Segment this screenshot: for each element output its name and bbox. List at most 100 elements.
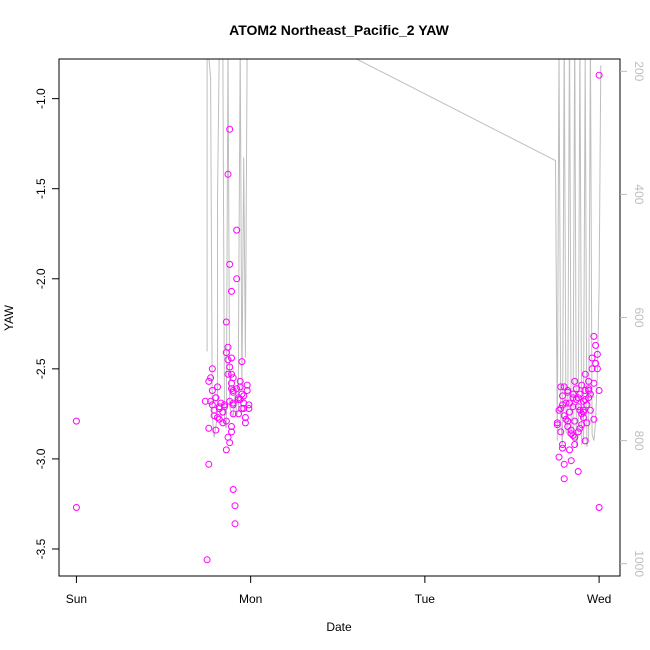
- data-point: [579, 397, 587, 405]
- data-point: [571, 417, 579, 425]
- chart-title: ATOM2 Northeast_Pacific_2 YAW: [229, 22, 449, 38]
- data-point: [72, 417, 80, 425]
- data-point: [581, 387, 589, 394]
- data-point: [226, 397, 234, 405]
- data-point: [595, 504, 603, 511]
- data-point: [241, 419, 249, 427]
- data-point: [228, 287, 235, 295]
- data-point: [588, 365, 596, 373]
- right-y-tick-label: 600: [632, 307, 646, 327]
- data-point: [553, 421, 561, 429]
- data-point: [208, 365, 216, 373]
- data-point: [228, 354, 235, 362]
- data-point: [592, 341, 600, 349]
- data-point: [226, 260, 234, 268]
- data-point: [207, 374, 215, 382]
- data-point: [228, 370, 235, 378]
- data-point: [581, 437, 589, 445]
- data-point: [559, 392, 566, 400]
- data-point: [579, 408, 587, 416]
- right-y-tick-label: 1000: [632, 550, 646, 577]
- y-axis-label: YAW: [2, 304, 16, 331]
- data-point: [212, 426, 220, 434]
- data-point: [228, 423, 235, 430]
- data-point: [243, 387, 251, 394]
- data-point: [590, 379, 598, 387]
- data-point: [72, 504, 80, 511]
- data-point: [559, 441, 566, 448]
- data-point: [560, 412, 568, 420]
- data-point: [233, 385, 241, 393]
- data-point: [581, 396, 589, 403]
- data-point: [229, 486, 237, 493]
- data-point: [207, 397, 215, 405]
- data-point: [203, 556, 211, 564]
- data-point: [566, 446, 573, 454]
- data-point: [214, 414, 221, 421]
- x-tick-label: Tue: [415, 592, 436, 606]
- data-point: [226, 363, 234, 371]
- data-point: [564, 417, 572, 425]
- data-point: [228, 385, 235, 393]
- data-point: [224, 170, 232, 178]
- data-point: [231, 502, 239, 510]
- right-y-tick-label: 200: [632, 61, 646, 81]
- data-point: [572, 385, 580, 393]
- data-point: [233, 275, 241, 283]
- data-point: [226, 439, 234, 447]
- data-point: [566, 408, 573, 416]
- data-point: [576, 406, 584, 414]
- data-point: [560, 460, 568, 468]
- data-point: [571, 377, 579, 385]
- secondary-series-line: [206, 59, 602, 447]
- data-point: [574, 403, 582, 411]
- data-point: [557, 383, 565, 391]
- left-y-tick-label: -1.5: [34, 178, 48, 199]
- data-point: [576, 424, 584, 432]
- data-point: [557, 428, 565, 436]
- data-point: [569, 394, 577, 402]
- yaw-points: [72, 71, 603, 564]
- x-tick-label: Wed: [587, 592, 611, 606]
- data-point: [222, 318, 230, 326]
- data-point: [222, 349, 230, 357]
- left-y-tick-label: -3.5: [34, 538, 48, 559]
- plot-frame: [58, 58, 621, 577]
- data-point: [581, 370, 589, 378]
- data-point: [578, 381, 586, 389]
- data-point: [569, 403, 577, 411]
- data-point: [557, 405, 565, 412]
- data-point: [229, 399, 237, 407]
- data-point: [231, 520, 239, 528]
- left-y-tick-label: -2.5: [34, 358, 48, 379]
- data-point: [201, 397, 209, 405]
- data-point: [574, 394, 582, 402]
- data-point: [560, 383, 568, 391]
- data-point: [215, 415, 223, 423]
- right-y-tick-label: 800: [632, 431, 646, 451]
- data-point: [241, 414, 249, 421]
- right-y-tick-label: 400: [632, 184, 646, 204]
- data-point: [224, 356, 232, 364]
- data-point: [583, 419, 591, 427]
- data-point: [217, 399, 225, 407]
- data-point: [595, 387, 603, 394]
- left-y-axis: -1.0 -1.5 -2.0 -2.5 -3.0 -3.5: [34, 88, 59, 559]
- data-point: [593, 350, 601, 358]
- data-point: [243, 381, 251, 389]
- data-point: [567, 457, 575, 465]
- data-point: [579, 414, 587, 421]
- data-point: [562, 399, 570, 407]
- x-tick-label: Sun: [66, 592, 87, 606]
- data-point: [585, 385, 593, 393]
- data-point: [229, 410, 237, 418]
- data-point: [210, 412, 218, 420]
- left-y-tick-label: -2.0: [34, 268, 48, 289]
- left-y-tick-label: -1.0: [34, 88, 48, 109]
- data-point: [205, 377, 213, 385]
- data-point: [236, 377, 244, 385]
- data-point: [562, 415, 570, 423]
- series-line: [206, 59, 602, 447]
- data-point: [221, 401, 228, 409]
